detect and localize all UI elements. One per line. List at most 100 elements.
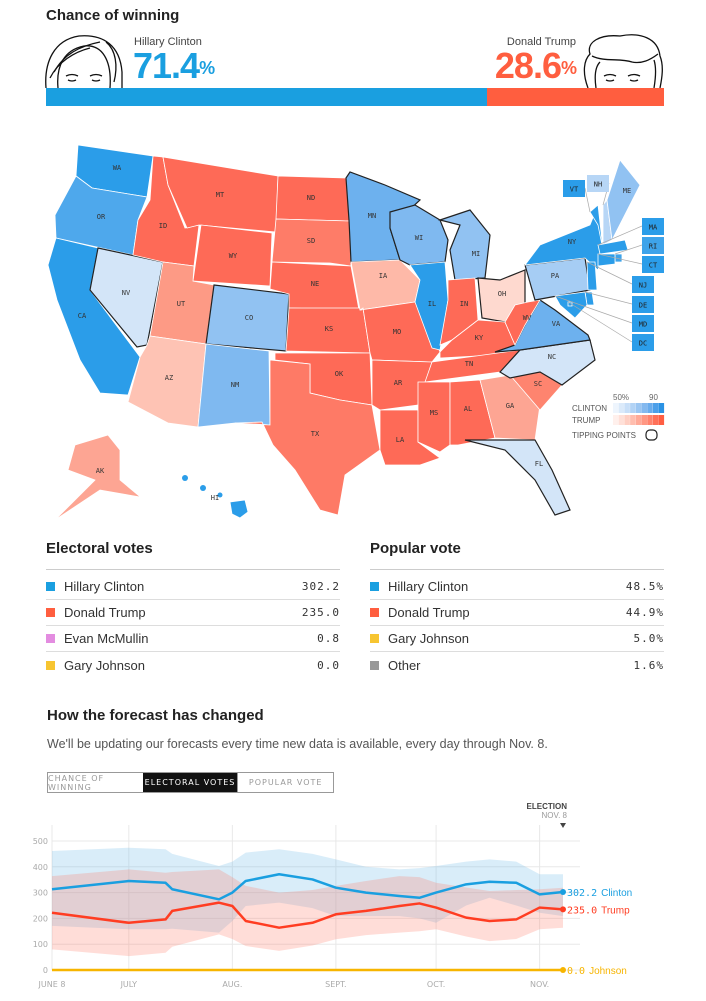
candidate-value: 5.0%: [633, 632, 664, 645]
state-label: OK: [335, 370, 344, 378]
state-label: NH: [594, 181, 602, 189]
leader-line: [586, 261, 633, 285]
table-row: Hillary Clinton 48.5%: [370, 574, 664, 600]
x-tick-label: SEPT.: [325, 980, 346, 989]
state-tx[interactable]: [234, 359, 381, 516]
state-box-ri[interactable]: [642, 237, 664, 254]
candidate-value: 44.9%: [625, 606, 664, 619]
y-tick-label: 200: [33, 914, 48, 923]
leader-line: [597, 225, 643, 246]
state-label: WV: [523, 314, 532, 322]
state-box-nj[interactable]: [632, 276, 654, 293]
state-wv[interactable]: [504, 299, 541, 346]
state-box-vt[interactable]: [563, 180, 585, 197]
popular-vote-title: Popular vote: [370, 540, 664, 570]
state-label: CO: [245, 314, 253, 322]
election-label: ELECTION: [527, 802, 568, 811]
state-box-ct[interactable]: [642, 256, 664, 273]
forecast-chart: 0 100 200 300 400 500 JUNE 8 JULY AUG. SEPT. OCT. N…: [33, 802, 633, 989]
state-label: MI: [472, 250, 480, 258]
x-tick-label: JULY: [120, 980, 138, 989]
hawaii-island: [182, 475, 188, 481]
state-label: OR: [97, 213, 106, 221]
state-label: GA: [506, 402, 515, 410]
state-fl[interactable]: [464, 439, 571, 516]
electoral-votes-table: Electoral votes Hillary Clinton 302.2 Dona…: [46, 540, 340, 678]
x-tick-label: JUNE 8: [38, 980, 66, 989]
legend-trump-cell: [647, 415, 653, 425]
state-me[interactable]: [606, 159, 641, 242]
state-label: NV: [122, 289, 131, 297]
state-label: TN: [465, 360, 473, 368]
leader-line: [597, 253, 643, 265]
legend-clinton-cell: [635, 403, 642, 413]
popular-vote-table: Popular vote Hillary Clinton 48.5% Donald …: [370, 540, 664, 678]
state-box-dc[interactable]: [632, 334, 654, 351]
state-sd[interactable]: [271, 218, 352, 267]
state-ms[interactable]: [417, 381, 451, 453]
state-label: KY: [475, 334, 484, 342]
candidate-value: 48.5%: [625, 580, 664, 593]
state-ar[interactable]: [371, 359, 433, 411]
state-hi[interactable]: [229, 499, 249, 519]
candidate-name: Gary Johnson: [64, 657, 145, 673]
clinton-end-label: 302.2 Clinton: [567, 888, 632, 899]
state-box-de[interactable]: [632, 296, 654, 313]
state-label: AL: [464, 405, 472, 413]
legend-trump-label: TRUMP: [572, 416, 600, 425]
leader-line: [567, 301, 633, 343]
state-box-ma[interactable]: [642, 218, 664, 235]
leader-line: [584, 187, 591, 213]
leader-line: [584, 291, 633, 305]
legend-clinton-label: CLINTON: [572, 404, 607, 413]
state-nj[interactable]: [586, 261, 598, 291]
clinton-end-point: [560, 889, 566, 896]
state-label: TX: [311, 430, 320, 438]
johnson-end-label: 0.0 Johnson: [567, 966, 627, 977]
clinton-bar-segment: [46, 88, 488, 106]
candidate-value: 1.6%: [633, 658, 664, 672]
trump-name: Donald Trump: [506, 36, 576, 48]
state-label: LA: [396, 436, 405, 444]
state-label: PA: [551, 272, 560, 280]
x-tick-label: AUG.: [222, 980, 242, 989]
state-box-md[interactable]: [632, 315, 654, 332]
y-tick-label: 400: [33, 863, 48, 872]
color-swatch: [46, 608, 55, 617]
table-row: Donald Trump 44.9%: [370, 600, 664, 626]
election-date: NOV. 8: [542, 811, 568, 820]
state-label: NY: [568, 238, 577, 246]
state-label: ND: [307, 194, 315, 202]
state-il[interactable]: [409, 261, 449, 351]
legend-clinton-cell: [613, 403, 619, 413]
state-label: ID: [159, 222, 167, 230]
legend-trump-cell: [641, 415, 647, 425]
state-label: NE: [311, 280, 319, 288]
state-box-nh[interactable]: [587, 175, 609, 192]
tab-popular-vote[interactable]: POPULAR VOTE: [237, 773, 333, 792]
legend-high-label: 90: [649, 393, 658, 402]
trump-end-point: [560, 906, 566, 913]
state-label: MN: [368, 212, 376, 220]
state-label: MS: [430, 409, 438, 417]
state-label: CT: [649, 262, 658, 270]
clinton-name: Hillary Clinton: [134, 36, 202, 48]
state-label: IA: [379, 272, 388, 280]
tab-electoral-votes[interactable]: ELECTORAL VOTES: [142, 773, 238, 792]
table-row: Gary Johnson 5.0%: [370, 626, 664, 652]
state-ak[interactable]: [54, 434, 151, 521]
legend-low-label: 50%: [613, 393, 629, 402]
tab-chance-of-winning[interactable]: CHANCE OF WINNING: [48, 773, 105, 792]
tipping-point-icon: [645, 429, 658, 441]
forecast-title: How the forecast has changed: [47, 707, 264, 724]
hawaii-island: [217, 492, 223, 498]
color-swatch: [370, 634, 379, 643]
candidate-name: Hillary Clinton: [64, 579, 145, 594]
candidate-name: Evan McMullin: [64, 631, 149, 646]
trump-portrait-icon: [583, 34, 663, 88]
candidate-value: 0.8: [317, 632, 340, 645]
election-marker-icon: [560, 823, 566, 828]
state-label: FL: [535, 460, 543, 468]
legend-clinton-cell: [647, 403, 653, 413]
state-label: RI: [649, 243, 657, 251]
